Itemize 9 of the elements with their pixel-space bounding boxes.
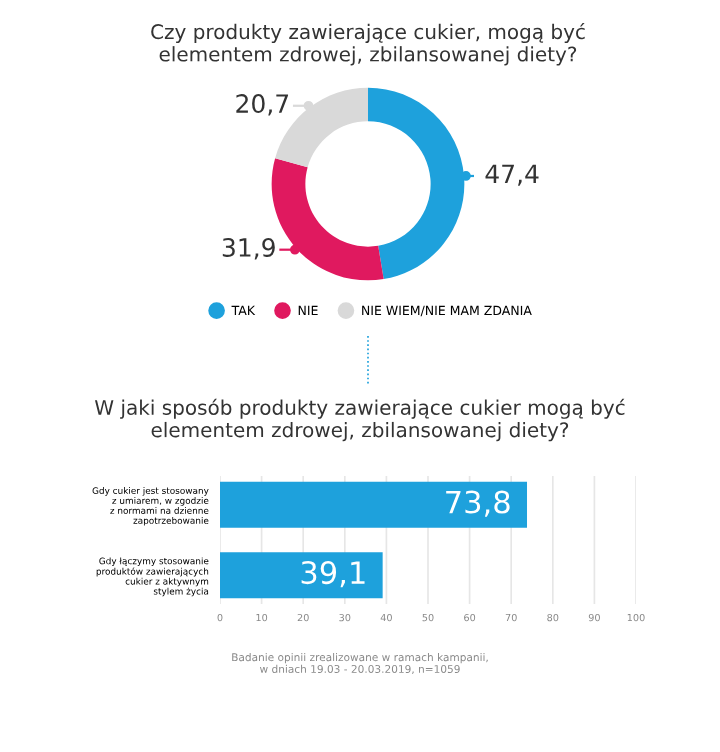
- data-label: 73,8: [446, 490, 510, 517]
- data-label: 39,1: [301, 561, 365, 588]
- data-label: 47,4: [485, 164, 539, 186]
- donut-slice: [368, 87, 465, 280]
- donut-slice: [271, 158, 384, 281]
- chart-title: W jaki sposób produkty zawierające cukier mogą być elementem zdrowej, zbilansowanej diety?: [94, 398, 625, 442]
- data-label: 31,9: [222, 238, 275, 260]
- data-label: 20,7: [236, 94, 289, 116]
- chart-title: Czy produkty zawierające cukier, mogą być elementem zdrowej, zbilansowanej diety?: [151, 22, 585, 66]
